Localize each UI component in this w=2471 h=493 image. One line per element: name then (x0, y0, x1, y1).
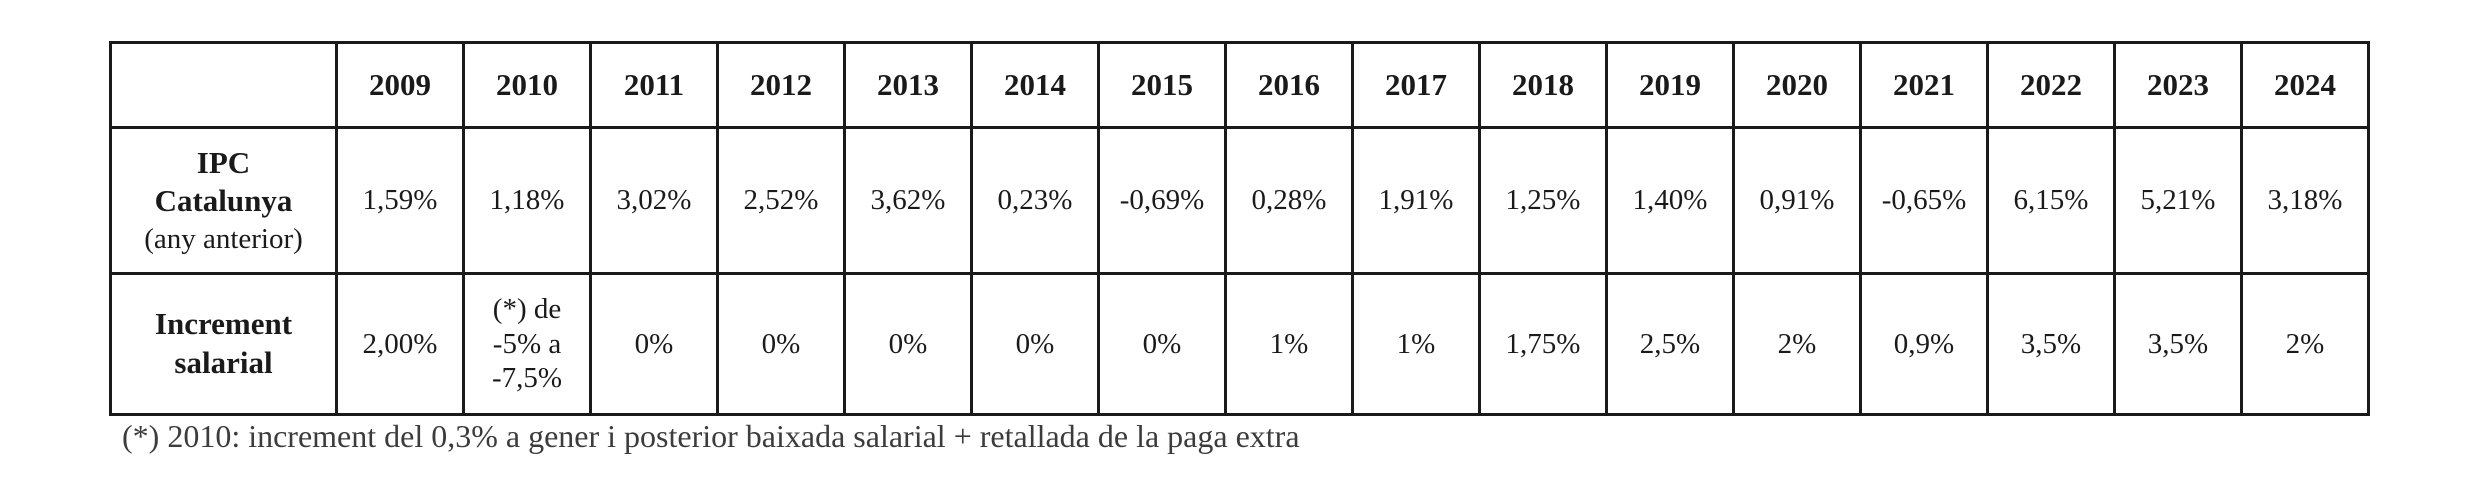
ipc-salary-table: 2009 2010 2011 2012 2013 2014 2015 2016 … (109, 41, 2370, 416)
salary-value-cell: 2,5% (1605, 272, 1735, 416)
year-header: 2009 (335, 41, 465, 129)
year-header: 2016 (1224, 41, 1354, 129)
year-header: 2010 (462, 41, 592, 129)
salary-value-cell: 0% (970, 272, 1100, 416)
year-header: 2017 (1351, 41, 1481, 129)
salary-value-cell: 1% (1351, 272, 1481, 416)
year-header: 2018 (1478, 41, 1608, 129)
salary-2010-line: (*) de (492, 292, 562, 325)
year-header: 2014 (970, 41, 1100, 129)
year-header: 2012 (716, 41, 846, 129)
ipc-value-cell: 0,23% (970, 126, 1100, 275)
salary-value-cell: 0% (716, 272, 846, 416)
ipc-value-cell: 5,21% (2113, 126, 2243, 275)
ipc-value-cell: 6,15% (1986, 126, 2116, 275)
header-row: 2009 2010 2011 2012 2013 2014 2015 2016 … (109, 41, 2370, 129)
salary-value-cell: 0% (589, 272, 719, 416)
year-header: 2011 (589, 41, 719, 129)
year-header: 2015 (1097, 41, 1227, 129)
ipc-value-cell: 1,40% (1605, 126, 1735, 275)
ipc-value-cell: 2,52% (716, 126, 846, 275)
salary-row-label: Increment salarial (109, 272, 338, 416)
salary-value-cell: 2% (2240, 272, 2370, 416)
ipc-value-cell: 0,91% (1732, 126, 1862, 275)
ipc-value-cell: 1,59% (335, 126, 465, 275)
salary-value-cell: 2% (1732, 272, 1862, 416)
ipc-label-line1: IPC (196, 144, 251, 180)
ipc-row: IPC Catalunya (any anterior) 1,59% 1,18%… (109, 126, 2370, 275)
year-header: 2019 (1605, 41, 1735, 129)
year-header: 2024 (2240, 41, 2370, 129)
ipc-value-cell: 3,62% (843, 126, 973, 275)
salary-value-cell: 0,9% (1859, 272, 1989, 416)
year-header: 2022 (1986, 41, 2116, 129)
salary-value-cell: 2,00% (335, 272, 465, 416)
ipc-value-cell: 1,91% (1351, 126, 1481, 275)
year-header: 2013 (843, 41, 973, 129)
salary-value-cell: 0% (843, 272, 973, 416)
salary-value-cell: 0% (1097, 272, 1227, 416)
ipc-label-sub: (any anterior) (144, 223, 303, 256)
ipc-value-cell: 3,02% (589, 126, 719, 275)
ipc-value-cell: 1,18% (462, 126, 592, 275)
ipc-value-cell: 3,18% (2240, 126, 2370, 275)
ipc-row-label: IPC Catalunya (any anterior) (109, 126, 338, 275)
ipc-value-cell: 0,28% (1224, 126, 1354, 275)
salary-row: Increment salarial 2,00% (*) de -5% a -7… (109, 272, 2370, 416)
ipc-value-cell: -0,65% (1859, 126, 1989, 275)
salary-value-cell-2010: (*) de -5% a -7,5% (462, 272, 592, 416)
salary-value-cell: 1,75% (1478, 272, 1608, 416)
footnote: (*) 2010: increment del 0,3% a gener i p… (122, 418, 1300, 454)
year-header: 2020 (1732, 41, 1862, 129)
salary-label-line2: salarial (174, 345, 273, 380)
year-header: 2023 (2113, 41, 2243, 129)
year-header: 2021 (1859, 41, 1989, 129)
ipc-value-cell: 1,25% (1478, 126, 1608, 275)
corner-cell (109, 41, 338, 129)
salary-2010-line: -5% a (492, 327, 562, 360)
salary-label-line1: Increment (154, 306, 293, 342)
ipc-value-cell: -0,69% (1097, 126, 1227, 275)
salary-value-cell: 3,5% (2113, 272, 2243, 416)
ipc-label-line2: Catalunya (154, 183, 293, 219)
salary-2010-line: -7,5% (491, 362, 563, 395)
salary-value-cell: 1% (1224, 272, 1354, 416)
salary-value-cell: 3,5% (1986, 272, 2116, 416)
